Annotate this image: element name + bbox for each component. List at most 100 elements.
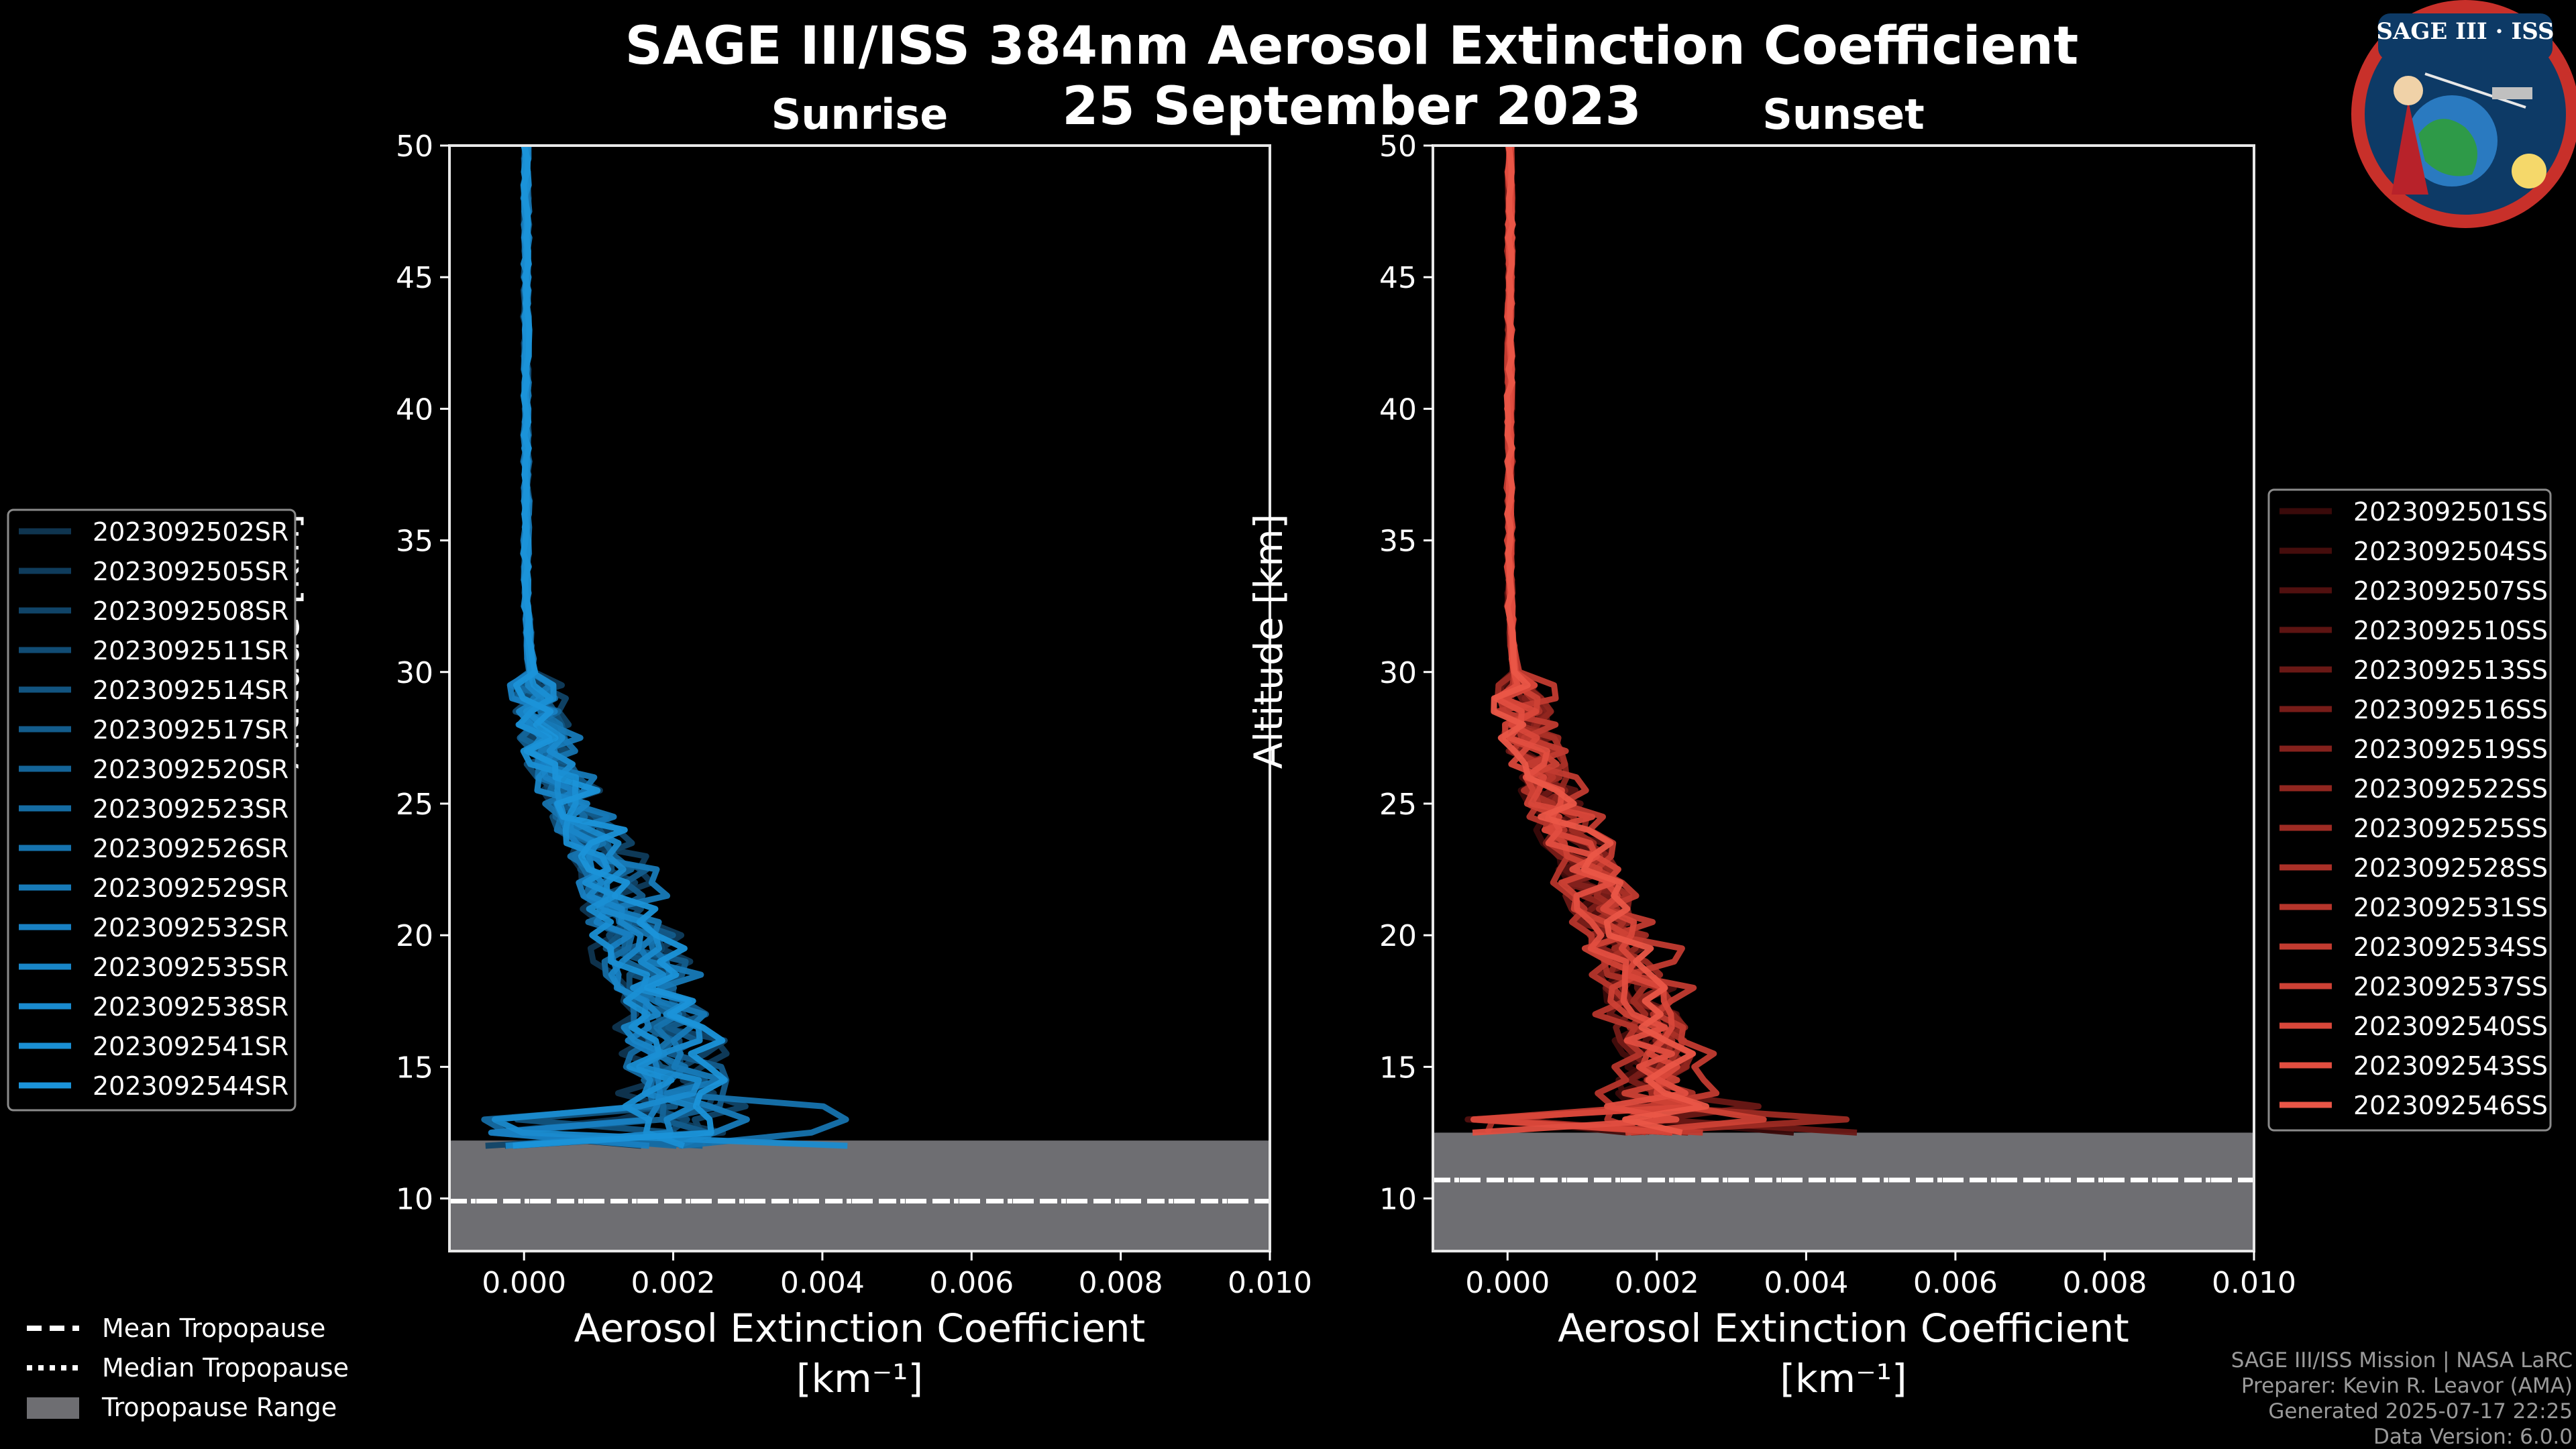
sunrise-legend-box (7, 508, 297, 1112)
sunrise-ytick-label-45: 45 (396, 261, 433, 295)
sunset-ytick-label-20: 20 (1379, 919, 1417, 953)
sunrise-tropopause-range (449, 1140, 1270, 1251)
sunrise-xlabel-units: [km⁻¹] (796, 1356, 923, 1401)
sunrise-xlabel: Aerosol Extinction Coefficient (574, 1305, 1146, 1351)
legend-label-2023092513SS: 2023092513SS (2353, 655, 2548, 685)
tropopause-legend: Mean Tropopause Median Tropopause Tropop… (27, 1313, 349, 1422)
legend-label-2023092540SS: 2023092540SS (2353, 1012, 2548, 1041)
logo-top-text: SAGE III · ISS (2376, 18, 2554, 45)
profile-2023092544SR (513, 146, 728, 1149)
profile-2023092504SS (1495, 146, 1656, 1136)
sunset-xtick-label-3: 0.006 (1913, 1266, 1998, 1300)
sunrise-xtick-label-5: 0.010 (1228, 1266, 1312, 1300)
legend-label-2023092504SS: 2023092504SS (2353, 537, 2548, 566)
sunrise-ytick-label-30: 30 (396, 656, 433, 690)
sunset-xlabel-units: [km⁻¹] (1780, 1356, 1907, 1401)
sunrise-subtitle: Sunrise (771, 90, 949, 139)
sunset-tropopause-range (1433, 1132, 2254, 1251)
chart-date: 25 September 2023 (1062, 76, 1642, 137)
sunset-ytick-label-30: 30 (1379, 656, 1417, 690)
sunset-ytick-label-35: 35 (1379, 525, 1417, 559)
credit-version: Data Version: 6.0.0 (2373, 1425, 2573, 1449)
sunset-xtick-label-1: 0.002 (1615, 1266, 1699, 1300)
chart-title: SAGE III/ISS 384nm Aerosol Extinction Co… (625, 16, 2079, 76)
credits: SAGE III/ISS Mission | NASA LaRC Prepare… (2231, 1348, 2573, 1449)
legend-label-2023092517SR: 2023092517SR (93, 715, 288, 745)
sunset-subtitle: Sunset (1762, 90, 1925, 139)
profile-2023092517SR (511, 146, 730, 1146)
profile-2023092505SR (513, 146, 730, 1149)
legend-label-2023092526SR: 2023092526SR (93, 834, 288, 863)
legend-label-2023092519SS: 2023092519SS (2353, 735, 2548, 764)
sunset-xtick-label-4: 0.008 (2062, 1266, 2147, 1300)
sunrise-ytick-label-50: 50 (396, 129, 433, 164)
sunset-frame (1432, 144, 2255, 1252)
sunset-legend: 2023092501SS 2023092504SS 2023092507SS 2023… (2267, 488, 2552, 1132)
sunrise-xtick-label-1: 0.002 (631, 1266, 716, 1300)
legend-label-2023092505SR: 2023092505SR (93, 557, 288, 586)
sunrise-plot-area (449, 146, 1270, 1251)
sunrise-frame (448, 144, 1271, 1252)
legend-label-2023092544SR: 2023092544SR (93, 1071, 288, 1101)
legend-label-2023092525SS: 2023092525SS (2353, 814, 2548, 843)
legend-label-2023092528SS: 2023092528SS (2353, 853, 2548, 883)
sunset-plot-area (1433, 146, 2254, 1251)
legend-label-2023092543SS: 2023092543SS (2353, 1051, 2548, 1081)
sunrise-legend: 2023092502SR 2023092505SR 2023092508SR 2023… (7, 508, 297, 1112)
legend-label-2023092511SR: 2023092511SR (93, 636, 288, 665)
credit-generated: Generated 2025-07-17 22:25 (2268, 1399, 2573, 1424)
sunset-xtick-label-2: 0.004 (1764, 1266, 1848, 1300)
sunset-xlabel: Aerosol Extinction Coefficient (1558, 1305, 2129, 1351)
sunset-ytick-label-50: 50 (1379, 129, 1417, 164)
sunrise-ytick-label-20: 20 (396, 919, 433, 953)
sunset-ytick-label-15: 15 (1379, 1051, 1417, 1085)
sunset-xtick-label-0: 0.000 (1465, 1266, 1550, 1300)
legend-label-2023092535SR: 2023092535SR (93, 953, 288, 982)
sunset-ytick-label-45: 45 (1379, 261, 1417, 295)
legend-label-2023092507SS: 2023092507SS (2353, 576, 2548, 606)
sunrise-xtick-label-0: 0.000 (482, 1266, 566, 1300)
sunrise-ytick-label-15: 15 (396, 1051, 433, 1085)
mean-tropopause-label: Mean Tropopause (102, 1313, 325, 1343)
legend-label-2023092534SS: 2023092534SS (2353, 932, 2548, 962)
legend-label-2023092538SR: 2023092538SR (93, 992, 288, 1022)
sunrise-xtick-label-2: 0.004 (780, 1266, 865, 1300)
sunrise-ytick-label-35: 35 (396, 525, 433, 559)
legend-label-2023092531SS: 2023092531SS (2353, 893, 2548, 922)
legend-label-2023092529SR: 2023092529SR (93, 873, 288, 903)
legend-label-2023092501SS: 2023092501SS (2353, 497, 2548, 527)
sunset-panel: Sunset 10 15 20 25 30 35 40 45 50 0.000 0.002 0.004 0… (1246, 90, 2552, 1401)
legend-label-2023092537SS: 2023092537SS (2353, 972, 2548, 1002)
sunrise-xtick-label-3: 0.006 (929, 1266, 1014, 1300)
sunset-legend-box (2267, 488, 2552, 1132)
legend-label-2023092523SR: 2023092523SR (93, 794, 288, 824)
credit-preparer: Preparer: Kevin R. Leavor (AMA) (2241, 1374, 2573, 1398)
sunrise-xtick-label-4: 0.008 (1079, 1266, 1163, 1300)
sage-logo: SAGE III · ISS (2351, 0, 2576, 228)
legend-label-2023092541SR: 2023092541SR (93, 1032, 288, 1061)
tropopause-range-label: Tropopause Range (101, 1393, 337, 1422)
profile-2023092546SS (1491, 146, 1709, 1136)
legend-label-2023092510SS: 2023092510SS (2353, 616, 2548, 645)
tropopause-range-swatch (27, 1397, 79, 1419)
sunset-ytick-label-40: 40 (1379, 392, 1417, 427)
median-tropopause-label: Median Tropopause (102, 1353, 349, 1383)
sunrise-ytick-label-10: 10 (396, 1183, 433, 1217)
legend-label-2023092520SR: 2023092520SR (93, 755, 288, 784)
legend-label-2023092546SS: 2023092546SS (2353, 1091, 2548, 1120)
sunset-xtick-label-5: 0.010 (2212, 1266, 2296, 1300)
legend-label-2023092502SR: 2023092502SR (93, 517, 288, 547)
credit-mission: SAGE III/ISS Mission | NASA LaRC (2231, 1348, 2573, 1373)
sunset-ytick-label-10: 10 (1379, 1183, 1417, 1217)
legend-label-2023092514SR: 2023092514SR (93, 676, 288, 705)
sunset-ylabel: Altitude [km] (1246, 514, 1291, 769)
legend-label-2023092516SS: 2023092516SS (2353, 695, 2548, 724)
sunrise-ytick-label-40: 40 (396, 392, 433, 427)
sunrise-panel: Sunrise 10 15 20 25 30 35 40 45 50 0.000 0.002 0.004… (7, 90, 1312, 1401)
legend-label-2023092522SS: 2023092522SS (2353, 774, 2548, 804)
sunrise-ytick-label-25: 25 (396, 788, 433, 822)
legend-label-2023092508SR: 2023092508SR (93, 596, 288, 626)
sunset-ytick-label-25: 25 (1379, 788, 1417, 822)
legend-label-2023092532SR: 2023092532SR (93, 913, 288, 943)
